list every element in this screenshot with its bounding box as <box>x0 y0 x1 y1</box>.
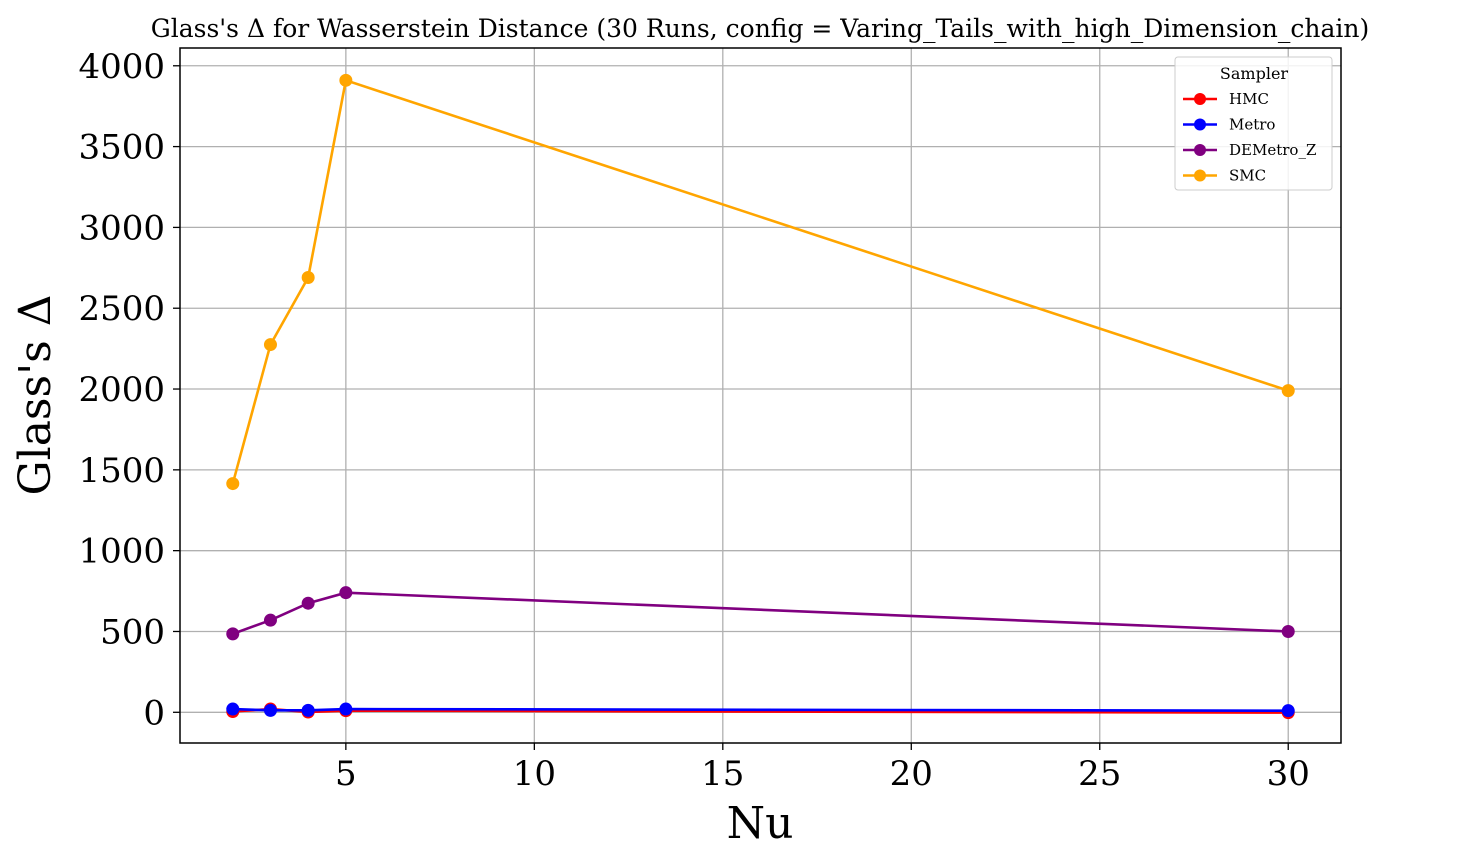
grid <box>180 48 1341 743</box>
y-tick-label: 3000 <box>78 208 165 248</box>
x-tick-label: 30 <box>1267 754 1310 794</box>
y-tick-label: 2500 <box>78 289 165 329</box>
legend-marker <box>1194 144 1206 156</box>
legend-title: Sampler <box>1220 64 1289 83</box>
x-tick-label: 20 <box>890 754 933 794</box>
y-axis-label: Glass's Δ <box>10 294 61 495</box>
data-point <box>339 586 353 600</box>
x-tick-label: 10 <box>513 754 556 794</box>
y-tick-label: 4000 <box>78 47 165 87</box>
legend-label: SMC <box>1229 167 1266 185</box>
series-line <box>231 78 1289 484</box>
legend-marker <box>1194 118 1206 131</box>
legend-label: DEMetro_Z <box>1229 141 1316 159</box>
series-demetro-z <box>226 586 1295 641</box>
data-point <box>263 613 277 627</box>
y-axis-ticks: 0 500 1000 1500 2000 2500 3000 3500 4000 <box>78 47 180 733</box>
plot-frame <box>179 47 1342 744</box>
data-point <box>301 271 315 285</box>
legend: Sampler HMC Metro DEMetro_Z SMC <box>1174 56 1333 191</box>
y-tick-label: 1500 <box>78 451 165 491</box>
data-point <box>226 627 240 641</box>
y-tick-label: 3500 <box>78 128 165 168</box>
data-point <box>263 338 277 352</box>
series-smc <box>226 73 1295 491</box>
series-line <box>232 591 1289 636</box>
series-metro <box>226 702 1295 718</box>
y-tick-label: 0 <box>143 693 165 733</box>
x-tick-label: 25 <box>1078 754 1121 794</box>
x-tick-label: 5 <box>335 754 357 794</box>
y-tick-label: 2000 <box>78 370 165 410</box>
legend-label: HMC <box>1229 90 1269 108</box>
y-tick-label: 1000 <box>78 532 165 572</box>
y-tick-label: 500 <box>100 612 165 652</box>
x-tick-label: 15 <box>701 754 744 794</box>
data-point <box>263 703 277 717</box>
data-point <box>339 73 353 87</box>
legend-marker <box>1194 93 1206 105</box>
data-point <box>1281 624 1295 638</box>
data-point <box>226 702 240 716</box>
data-point <box>1281 384 1295 398</box>
data-point <box>1281 704 1295 718</box>
chart-title: Glass's Δ for Wasserstein Distance (30 R… <box>151 14 1369 43</box>
x-axis-ticks: 5 10 15 20 25 30 <box>335 743 1310 794</box>
data-point <box>339 702 353 716</box>
legend-label: Metro <box>1229 116 1275 134</box>
x-axis-label: Nu <box>727 798 794 849</box>
series-line <box>232 707 1289 712</box>
data-point <box>301 596 315 610</box>
series-layer <box>226 73 1295 720</box>
legend-entries: HMC Metro DEMetro_Z SMC <box>1183 90 1316 185</box>
data-point <box>226 477 240 491</box>
legend-box <box>1174 56 1333 191</box>
legend-marker <box>1194 169 1206 182</box>
data-point <box>301 703 315 717</box>
